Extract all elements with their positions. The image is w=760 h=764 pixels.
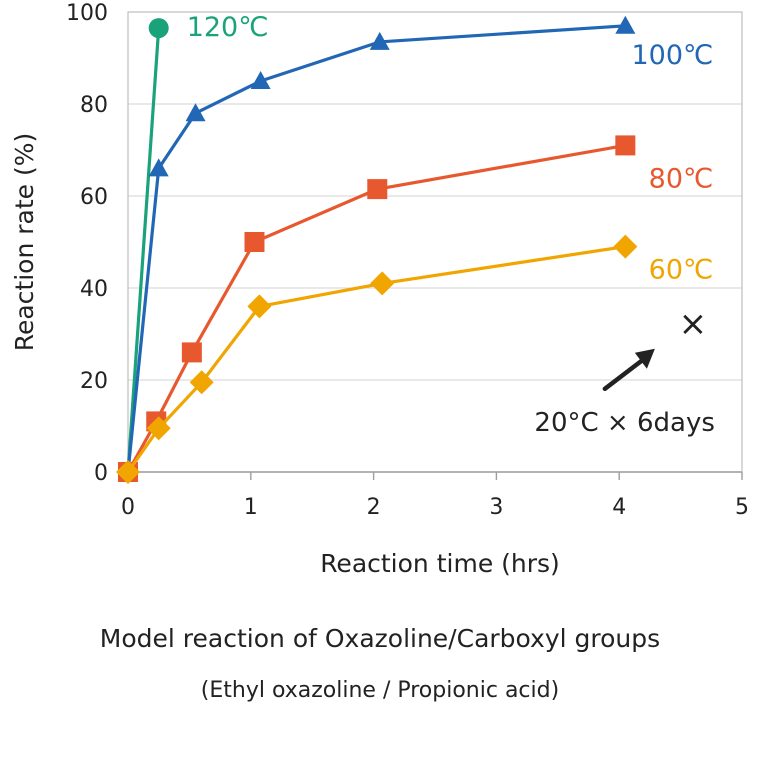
axis-ticks: 0 20 40 60 80 100 0 1 2 3 4 5 <box>66 1 749 520</box>
data-point-triangle <box>369 31 390 50</box>
data-point-diamond <box>146 416 171 441</box>
data-point-triangle <box>148 158 169 177</box>
y-tick-label: 100 <box>66 1 108 26</box>
series-label: 80℃ <box>649 163 714 194</box>
y-tick-label: 20 <box>80 369 108 394</box>
series-group: 120℃ 100℃ 80℃ 60℃ <box>116 12 713 484</box>
data-point-triangle <box>185 103 206 122</box>
caption-subtitle: (Ethyl oxazoline / Propionic acid) <box>200 678 560 703</box>
data-point-square <box>367 179 388 200</box>
y-tick-label: 80 <box>80 93 108 118</box>
annotation-text: 20°C × 6days <box>534 408 714 438</box>
data-point-diamond <box>613 234 638 259</box>
reaction-rate-chart: 0 20 40 60 80 100 0 1 2 3 4 5 120℃ 100℃ 80℃ 60℃ × 20°C … <box>10 1 749 578</box>
series-label: 60℃ <box>649 255 714 286</box>
x-tick-label: 1 <box>244 495 258 520</box>
y-tick-label: 0 <box>94 461 108 486</box>
data-point-square <box>615 135 636 156</box>
grid-lines <box>128 103 742 381</box>
series-line <box>126 24 626 473</box>
y-axis-label: Reaction rate (%) <box>10 133 39 352</box>
y-tick-label: 60 <box>80 185 108 210</box>
x-tick-label: 0 <box>121 495 135 520</box>
caption-title: Model reaction of Oxazoline/Carboxyl gro… <box>99 624 661 653</box>
series-line <box>126 27 161 473</box>
x-tick-label: 3 <box>489 495 503 520</box>
data-point-triangle <box>250 71 271 89</box>
plot-frame <box>127 11 743 473</box>
data-point-diamond <box>116 460 140 484</box>
x-tick-label: 2 <box>367 495 381 520</box>
y-tick-label: 40 <box>80 277 108 302</box>
series-label: 120℃ <box>187 12 269 43</box>
x-axis-label: Reaction time (hrs) <box>320 549 560 578</box>
annotation-arrow-shaft <box>602 354 650 392</box>
data-point-diamond <box>370 271 395 296</box>
data-point-circle <box>148 18 169 39</box>
series-diamond: 60℃ <box>116 234 714 484</box>
series-line <box>126 245 626 473</box>
data-point-square <box>181 342 202 363</box>
annotation-x-marker: × <box>679 304 708 344</box>
data-point-triangle <box>615 15 636 34</box>
x-tick-label: 5 <box>735 495 749 520</box>
annotation-arrow-head <box>634 348 655 369</box>
x-tick-label: 4 <box>612 495 626 520</box>
annotation-group: × 20°C × 6days <box>534 304 714 438</box>
data-point-square <box>244 232 265 252</box>
series-triangle: 100℃ <box>118 15 713 480</box>
data-point-diamond <box>189 370 214 395</box>
data-point-diamond <box>247 294 272 319</box>
series-label: 100℃ <box>631 40 713 71</box>
